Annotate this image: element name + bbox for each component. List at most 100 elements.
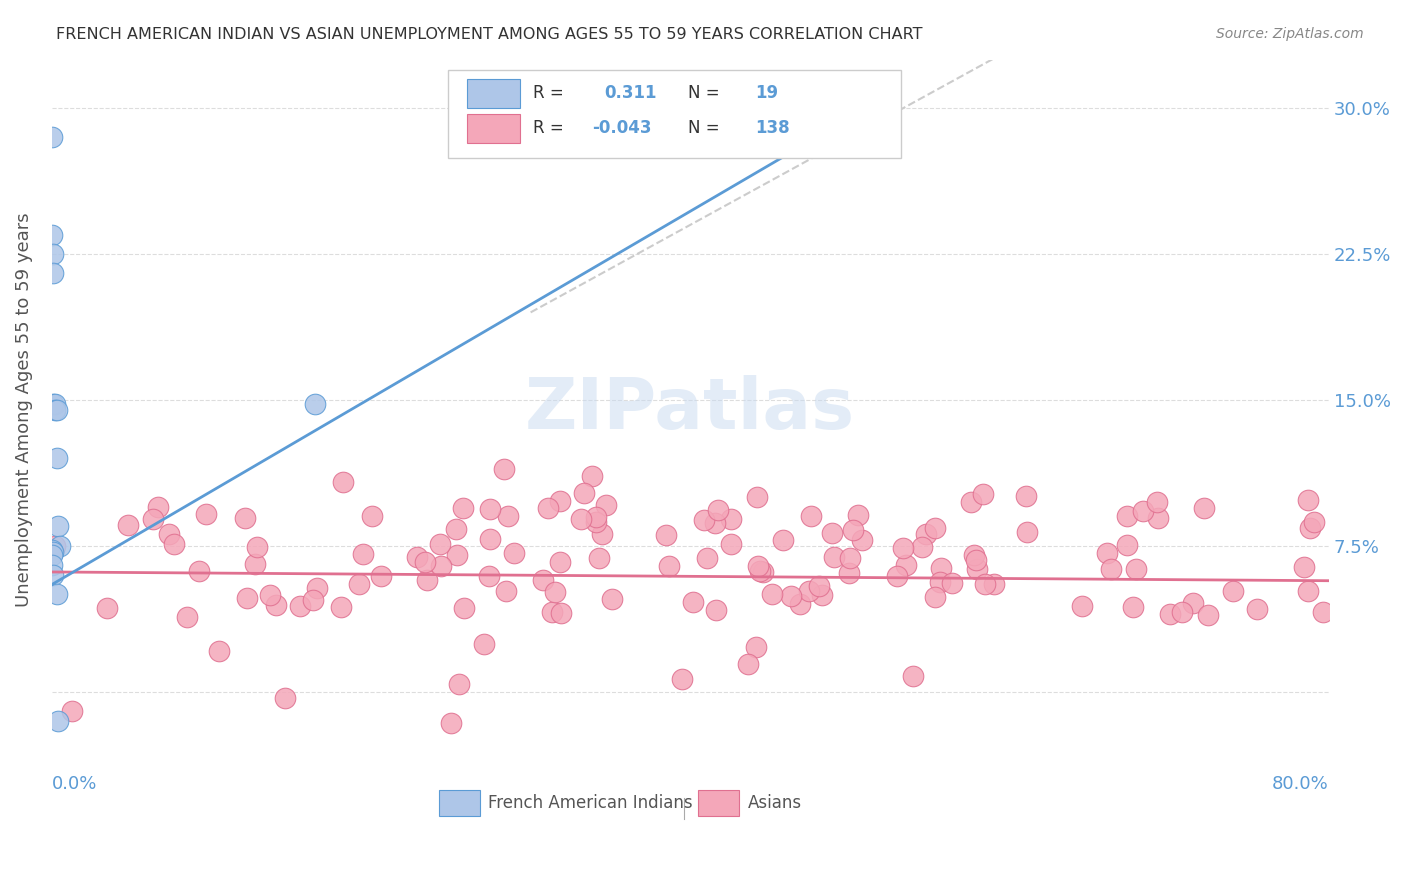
Point: [772, 533, 794, 547]
Point: [1181, 596, 1204, 610]
Point: [1192, 500, 1215, 515]
Point: [1147, 511, 1170, 525]
Point: [288, 599, 311, 614]
Point: [188, 564, 211, 578]
Point: [704, 516, 727, 530]
Point: [233, 511, 256, 525]
Point: [544, 585, 567, 599]
Point: [929, 575, 952, 590]
Text: 80.0%: 80.0%: [1272, 775, 1329, 793]
Point: [799, 584, 821, 599]
Point: [1197, 607, 1219, 622]
Point: [60, 704, 83, 718]
Point: [965, 553, 987, 567]
Point: [406, 549, 429, 564]
Text: ZIPatlas: ZIPatlas: [526, 376, 855, 444]
Point: [531, 573, 554, 587]
Point: [472, 637, 495, 651]
Point: [243, 558, 266, 572]
Point: [446, 549, 468, 563]
Point: [595, 498, 617, 512]
Point: [146, 500, 169, 515]
Point: [451, 501, 474, 516]
Point: [658, 558, 681, 573]
Point: [574, 486, 596, 500]
Point: [360, 508, 382, 523]
Point: [911, 540, 934, 554]
Point: [42, 567, 65, 582]
Point: [42, 247, 65, 261]
Point: [1125, 562, 1147, 576]
Text: 0.0%: 0.0%: [52, 775, 97, 793]
Point: [446, 522, 468, 536]
Point: [600, 592, 623, 607]
Point: [304, 397, 326, 411]
Point: [696, 550, 718, 565]
Point: [737, 657, 759, 671]
Point: [479, 532, 502, 546]
Text: Source: ZipAtlas.com: Source: ZipAtlas.com: [1216, 27, 1364, 41]
Point: [851, 533, 873, 548]
Point: [891, 541, 914, 556]
Point: [44, 539, 66, 553]
Point: [838, 566, 860, 581]
Point: [789, 597, 811, 611]
Point: [502, 546, 524, 560]
Point: [413, 555, 436, 569]
Point: [41, 558, 63, 573]
Point: [924, 521, 946, 535]
Point: [194, 508, 217, 522]
Point: [1171, 605, 1194, 619]
FancyBboxPatch shape: [447, 70, 901, 158]
Point: [972, 487, 994, 501]
FancyBboxPatch shape: [467, 113, 520, 143]
Point: [330, 600, 353, 615]
Point: [1116, 538, 1139, 552]
Point: [1146, 494, 1168, 508]
Point: [1246, 601, 1268, 615]
Point: [1071, 599, 1094, 613]
Point: [41, 227, 63, 242]
Point: [1159, 607, 1181, 621]
Point: [349, 577, 371, 591]
Point: [655, 528, 678, 542]
Point: [704, 603, 727, 617]
Point: [1302, 515, 1324, 529]
Point: [842, 523, 865, 537]
Point: [959, 495, 981, 509]
Point: [42, 267, 65, 281]
Point: [246, 541, 269, 555]
Point: [896, 558, 918, 573]
Point: [541, 605, 564, 619]
Point: [682, 595, 704, 609]
Point: [439, 716, 461, 731]
Point: [41, 549, 63, 563]
Point: [823, 549, 845, 564]
FancyBboxPatch shape: [467, 78, 520, 108]
Point: [983, 576, 1005, 591]
Point: [447, 677, 470, 691]
Point: [429, 536, 451, 550]
Point: [915, 527, 938, 541]
Point: [416, 574, 439, 588]
Point: [1099, 561, 1122, 575]
Text: 0.311: 0.311: [605, 84, 657, 103]
Point: [752, 565, 775, 579]
FancyBboxPatch shape: [439, 790, 479, 815]
Point: [1299, 521, 1322, 535]
Point: [305, 581, 328, 595]
Point: [453, 601, 475, 615]
Point: [591, 527, 613, 541]
Point: [96, 600, 118, 615]
Point: [352, 547, 374, 561]
Point: [274, 691, 297, 706]
Point: [42, 544, 65, 558]
Point: [494, 462, 516, 476]
Text: Asians: Asians: [748, 794, 801, 812]
Point: [692, 513, 714, 527]
Point: [779, 590, 801, 604]
Text: 138: 138: [755, 120, 790, 137]
Text: French American Indians: French American Indians: [488, 794, 693, 812]
Text: -0.043: -0.043: [592, 120, 651, 137]
Point: [966, 562, 988, 576]
